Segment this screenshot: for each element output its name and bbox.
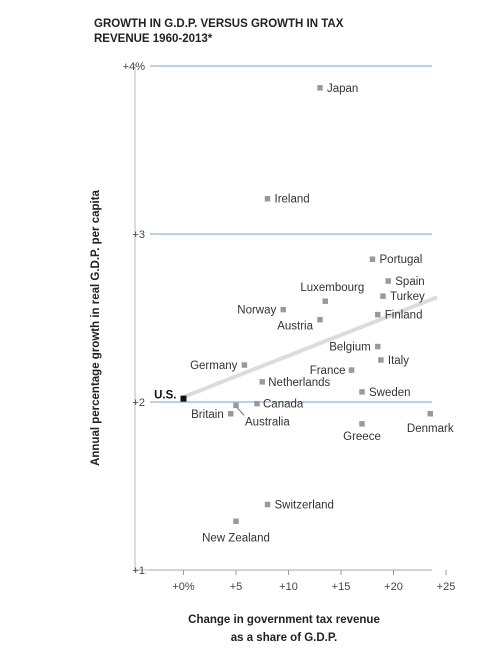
- x-axis-title-line: Change in government tax revenue: [188, 614, 380, 626]
- point-austria: [317, 316, 323, 323]
- point-new-zealand: [233, 518, 239, 525]
- grid-layer: [134, 64, 432, 572]
- point-italy: [378, 357, 384, 363]
- x-tick-label: +15: [332, 581, 351, 593]
- point-label: Austria: [277, 321, 313, 333]
- point-layer: [180, 85, 433, 525]
- point-japan: [317, 85, 323, 91]
- y-tick-label: +1: [132, 565, 145, 577]
- y-tick-label: +3: [132, 229, 145, 241]
- point-label: Denmark: [407, 423, 454, 435]
- point-greece: [359, 421, 365, 427]
- point-label: Britain: [191, 409, 224, 421]
- point-norway: [280, 306, 286, 313]
- axis-title-layer: Annual percentage growth in real G.D.P. …: [90, 189, 380, 644]
- point-britain: [228, 411, 234, 417]
- point-label: Italy: [388, 355, 409, 367]
- point-label: Luxembourg: [300, 282, 364, 294]
- point-label: New Zealand: [202, 532, 270, 544]
- point-france: [348, 367, 355, 373]
- point-ireland: [264, 195, 271, 202]
- point-switzerland: [264, 501, 271, 508]
- x-axis-title-line: as a share of G.D.P.: [231, 632, 338, 644]
- point-label: Greece: [343, 431, 381, 443]
- point-label: Australia: [245, 416, 290, 428]
- point-label: Netherlands: [268, 377, 330, 389]
- point-label: Spain: [395, 276, 424, 288]
- point-label: Turkey: [390, 291, 425, 303]
- point-label: Finland: [385, 310, 423, 322]
- point-spain: [385, 278, 391, 284]
- point-finland: [375, 311, 381, 318]
- label-layer: Japan Ireland Portugal Spain Turkey Luxembour…: [154, 83, 454, 544]
- point-luxembourg: [322, 298, 328, 304]
- point-label: Switzerland: [275, 499, 334, 511]
- point-turkey: [380, 293, 386, 299]
- point-label: U.S.: [154, 390, 176, 402]
- point-label: France: [310, 365, 346, 377]
- y-tick-label: +2: [132, 397, 145, 409]
- point-label: Belgium: [329, 342, 371, 354]
- point-portugal: [369, 256, 376, 262]
- point-label: Japan: [327, 83, 358, 95]
- x-tick-label: +5: [230, 581, 243, 593]
- point-label: Germany: [190, 360, 238, 372]
- point-label: Norway: [237, 305, 276, 317]
- y-axis-title: Annual percentage growth in real G.D.P. …: [90, 189, 102, 465]
- point-label: Ireland: [275, 194, 310, 206]
- label-leader: [236, 407, 245, 416]
- x-tick-label: +0%: [172, 581, 195, 593]
- point-sweden: [359, 389, 365, 395]
- x-tick-label: +20: [384, 581, 403, 593]
- point-canada: [254, 400, 260, 407]
- point-label: Sweden: [369, 387, 411, 399]
- tick-layer: +4% +3 +2 +1 +0% +5 +10 +15 +20 +25: [123, 61, 456, 593]
- point-australia: [233, 402, 239, 409]
- x-tick-label: +10: [279, 581, 298, 593]
- point-belgium: [375, 343, 381, 350]
- point-denmark: [427, 411, 433, 417]
- point-label: Canada: [263, 399, 304, 411]
- point-germany: [241, 362, 248, 368]
- point-u-s-: [180, 395, 187, 402]
- chart-title: GROWTH IN G.D.P. VERSUS GROWTH IN TAX RE…: [94, 18, 344, 45]
- x-tick-label: +25: [437, 581, 456, 593]
- trend-line: [181, 295, 438, 399]
- point-label: Portugal: [380, 254, 423, 266]
- point-netherlands: [259, 379, 265, 385]
- trend-layer: [181, 295, 438, 399]
- y-tick-label: +4%: [123, 61, 146, 73]
